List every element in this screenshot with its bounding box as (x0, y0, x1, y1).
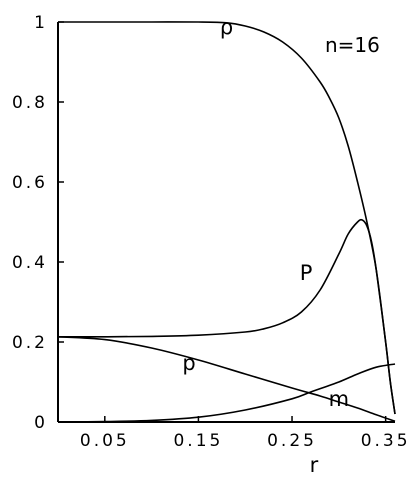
y-tick-label: 1 (34, 13, 48, 33)
y-tick-label: 0.8 (12, 93, 48, 113)
series-label-P-upper: P (300, 261, 313, 285)
x-tick-labels: 0.05 0.15 0.25 0.35 (80, 431, 411, 451)
y-tick-label: 0 (34, 413, 48, 433)
annotation-n: n=16 (325, 33, 380, 57)
x-tick-label: 0.05 (80, 431, 130, 451)
x-tick-label: 0.35 (361, 431, 411, 451)
series-line-P-upper (57, 218, 396, 415)
y-tick-label: 0.4 (12, 253, 48, 273)
x-tick-label: 0.15 (173, 431, 223, 451)
series-label-m: m (329, 387, 349, 411)
tick-marks (58, 21, 387, 423)
x-tick-label: 0.25 (267, 431, 317, 451)
series-labels: ρ Pp m (182, 15, 349, 411)
axes (57, 22, 395, 423)
series-line-p-lower (57, 336, 396, 422)
y-tick-label: 0.6 (12, 173, 48, 193)
y-tick-labels: 0 0.2 0.4 0.6 0.8 1 (12, 13, 48, 433)
x-axis-label: r (310, 453, 319, 477)
series-line-m (57, 363, 396, 423)
series-label-rho: ρ (220, 15, 233, 39)
series-lines (57, 21, 396, 423)
y-tick-label: 0.2 (12, 333, 48, 353)
series-label-p-lower: p (182, 351, 195, 375)
series-line-rho (57, 21, 396, 415)
